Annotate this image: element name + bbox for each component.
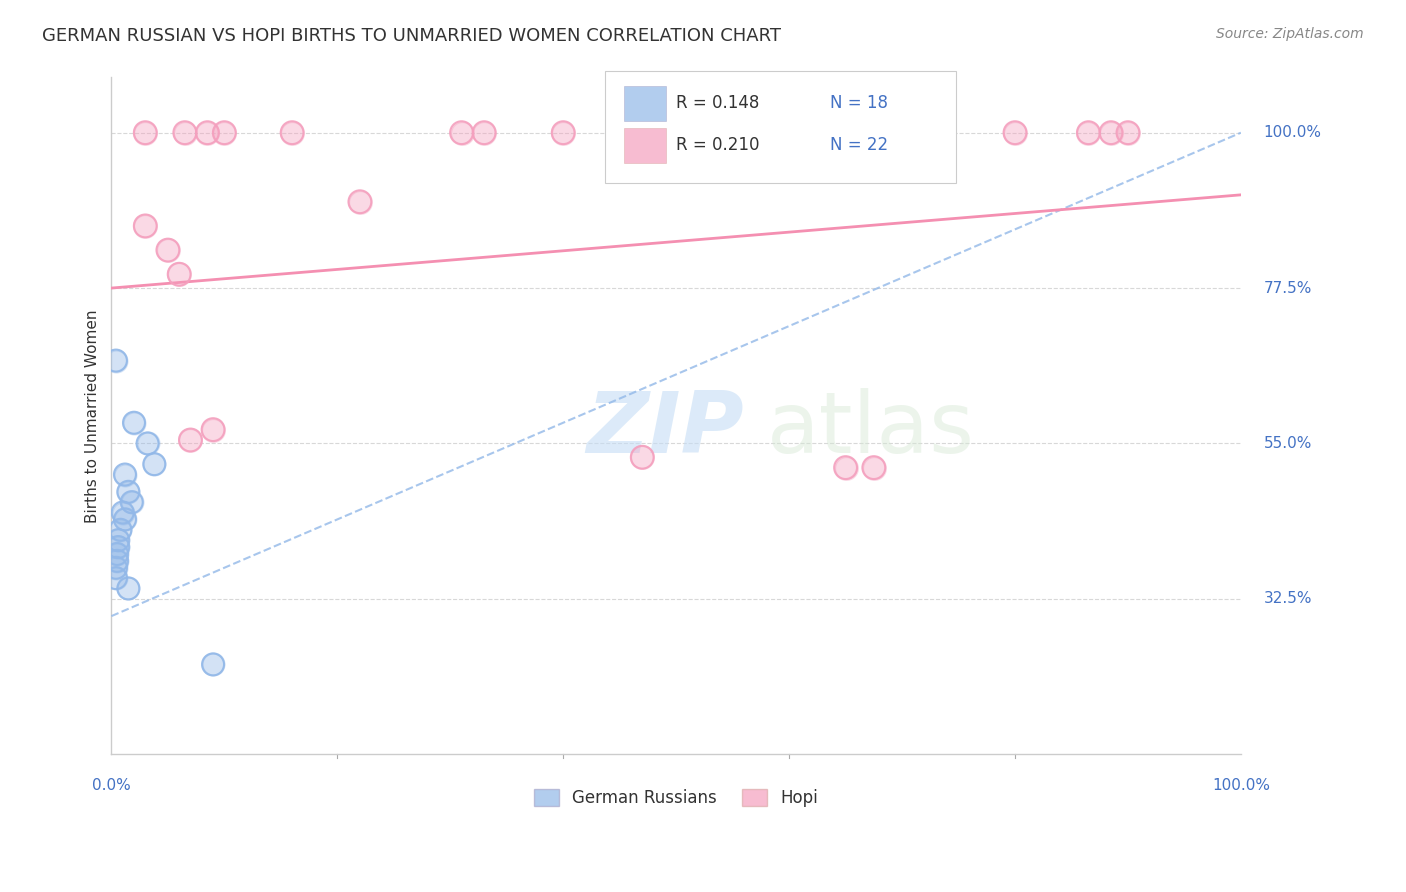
Point	[450, 126, 472, 140]
Point	[114, 467, 136, 482]
Point	[121, 495, 143, 509]
Point	[202, 423, 225, 437]
Point	[114, 512, 136, 526]
Text: 32.5%: 32.5%	[1264, 591, 1312, 607]
Point	[110, 523, 132, 537]
Point	[105, 554, 128, 568]
Point	[117, 484, 139, 499]
Text: 100.0%: 100.0%	[1264, 125, 1322, 140]
Point	[834, 460, 856, 475]
Point	[197, 126, 219, 140]
Point	[117, 484, 139, 499]
Point	[903, 126, 925, 140]
Point	[107, 533, 129, 548]
Point	[156, 243, 179, 257]
Point	[122, 416, 145, 430]
Point	[202, 657, 225, 672]
Point	[121, 495, 143, 509]
Point	[104, 353, 127, 368]
Point	[197, 126, 219, 140]
Point	[1004, 126, 1026, 140]
Point	[107, 540, 129, 554]
Point	[1099, 126, 1122, 140]
Point	[136, 436, 159, 450]
Point	[143, 457, 166, 471]
Text: 100.0%: 100.0%	[1212, 779, 1270, 793]
Point	[1004, 126, 1026, 140]
Text: ZIP: ZIP	[586, 388, 744, 471]
Point	[834, 460, 856, 475]
Point	[114, 512, 136, 526]
Point	[107, 540, 129, 554]
Text: 55.0%: 55.0%	[1264, 436, 1312, 451]
Point	[862, 460, 884, 475]
Point	[173, 126, 195, 140]
Point	[349, 194, 371, 209]
Legend: German Russians, Hopi: German Russians, Hopi	[527, 782, 825, 814]
Point	[105, 554, 128, 568]
Point	[117, 582, 139, 596]
Text: GERMAN RUSSIAN VS HOPI BIRTHS TO UNMARRIED WOMEN CORRELATION CHART: GERMAN RUSSIAN VS HOPI BIRTHS TO UNMARRI…	[42, 27, 782, 45]
Point	[862, 460, 884, 475]
Point	[143, 457, 166, 471]
Point	[214, 126, 236, 140]
Text: atlas: atlas	[766, 388, 974, 471]
Point	[110, 523, 132, 537]
Point	[179, 433, 201, 447]
Point	[167, 267, 190, 281]
Point	[104, 571, 127, 585]
Point	[553, 126, 575, 140]
Point	[105, 547, 128, 561]
Text: R = 0.148: R = 0.148	[676, 95, 759, 112]
Point	[173, 126, 195, 140]
Point	[631, 450, 654, 465]
Y-axis label: Births to Unmarried Women: Births to Unmarried Women	[86, 309, 100, 523]
Text: 0.0%: 0.0%	[91, 779, 131, 793]
Point	[167, 267, 190, 281]
Point	[281, 126, 304, 140]
Point	[136, 436, 159, 450]
Point	[104, 560, 127, 574]
Point	[472, 126, 495, 140]
Text: 77.5%: 77.5%	[1264, 281, 1312, 295]
Point	[281, 126, 304, 140]
Point	[111, 506, 134, 520]
Point	[1116, 126, 1139, 140]
Text: N = 22: N = 22	[830, 136, 887, 154]
Point	[631, 450, 654, 465]
Point	[1099, 126, 1122, 140]
Point	[202, 657, 225, 672]
Point	[1077, 126, 1099, 140]
Point	[117, 582, 139, 596]
Point	[134, 126, 156, 140]
Point	[134, 219, 156, 233]
Point	[450, 126, 472, 140]
Point	[104, 571, 127, 585]
Point	[553, 126, 575, 140]
Point	[903, 126, 925, 140]
Point	[214, 126, 236, 140]
Point	[156, 243, 179, 257]
Point	[349, 194, 371, 209]
Point	[111, 506, 134, 520]
Point	[107, 533, 129, 548]
Text: N = 18: N = 18	[830, 95, 887, 112]
Point	[105, 547, 128, 561]
Point	[104, 560, 127, 574]
Point	[179, 433, 201, 447]
Point	[1116, 126, 1139, 140]
Point	[202, 423, 225, 437]
Point	[114, 467, 136, 482]
Point	[134, 219, 156, 233]
Point	[472, 126, 495, 140]
Point	[104, 353, 127, 368]
Text: R = 0.210: R = 0.210	[676, 136, 759, 154]
Text: Source: ZipAtlas.com: Source: ZipAtlas.com	[1216, 27, 1364, 41]
Point	[134, 126, 156, 140]
Point	[1077, 126, 1099, 140]
Point	[122, 416, 145, 430]
